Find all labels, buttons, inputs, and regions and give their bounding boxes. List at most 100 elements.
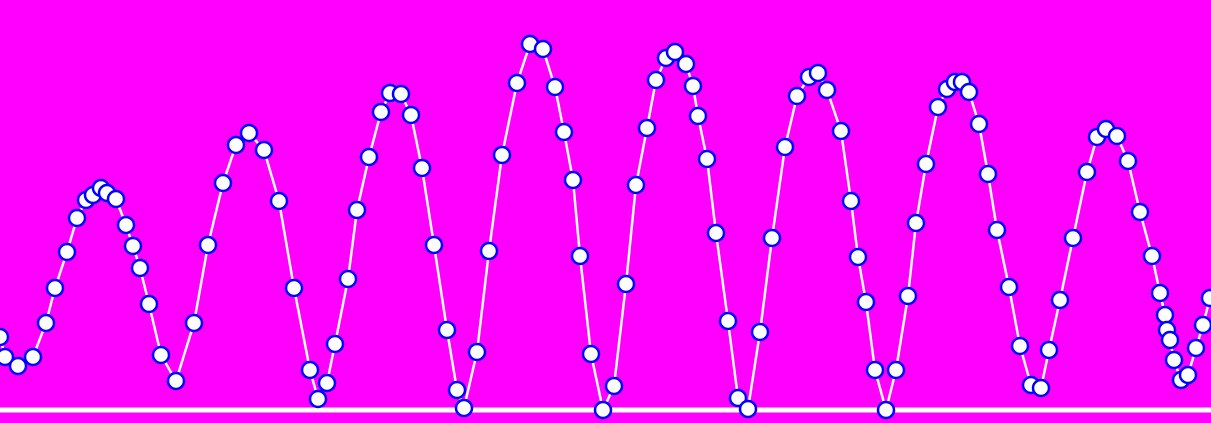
- point: [1186, 338, 1206, 358]
- point: [284, 278, 304, 298]
- point: [898, 286, 918, 306]
- point: [239, 123, 259, 143]
- point: [1164, 350, 1184, 370]
- point: [1077, 162, 1097, 182]
- point: [198, 235, 218, 255]
- point: [876, 400, 896, 420]
- point: [676, 54, 696, 74]
- point: [683, 76, 703, 96]
- point: [1160, 330, 1180, 350]
- point: [1010, 336, 1030, 356]
- point: [718, 311, 738, 331]
- point: [775, 137, 795, 157]
- point: [359, 147, 379, 167]
- point: [0, 347, 15, 367]
- point: [841, 191, 861, 211]
- point: [1142, 246, 1162, 266]
- point: [130, 258, 150, 278]
- point: [424, 235, 444, 255]
- point: [325, 334, 345, 354]
- point: [184, 313, 204, 333]
- point: [626, 175, 646, 195]
- point: [1155, 305, 1175, 325]
- point: [1193, 315, 1211, 335]
- point: [959, 82, 979, 102]
- point: [467, 342, 487, 362]
- point: [738, 399, 758, 419]
- point: [308, 389, 328, 409]
- point: [23, 347, 43, 367]
- point: [697, 149, 717, 169]
- point: [593, 400, 613, 420]
- point: [999, 277, 1019, 297]
- point: [1150, 283, 1170, 303]
- point: [604, 376, 624, 396]
- point: [166, 371, 186, 391]
- point: [507, 73, 527, 93]
- point: [1031, 378, 1051, 398]
- point: [978, 164, 998, 184]
- point: [492, 145, 512, 165]
- point: [533, 39, 553, 59]
- point: [570, 246, 590, 266]
- point: [254, 140, 274, 160]
- point: [412, 158, 432, 178]
- point: [347, 200, 367, 220]
- point: [1200, 288, 1211, 308]
- point: [1107, 126, 1127, 146]
- point: [401, 105, 421, 125]
- point: [479, 241, 499, 261]
- point: [45, 278, 65, 298]
- point: [916, 154, 936, 174]
- point: [665, 42, 685, 62]
- point: [750, 322, 770, 342]
- point: [447, 380, 467, 400]
- point: [36, 313, 56, 333]
- point: [545, 77, 565, 97]
- point: [123, 236, 143, 256]
- point: [67, 208, 87, 228]
- point: [706, 223, 726, 243]
- point: [338, 269, 358, 289]
- point: [317, 373, 337, 393]
- point: [817, 80, 837, 100]
- point: [928, 97, 948, 117]
- point: [116, 215, 136, 235]
- point: [787, 86, 807, 106]
- point: [106, 189, 126, 209]
- point: [269, 191, 289, 211]
- point: [646, 70, 666, 90]
- point: [987, 220, 1007, 240]
- point: [57, 242, 77, 262]
- point: [213, 173, 233, 193]
- point: [563, 170, 583, 190]
- point: [1063, 228, 1083, 248]
- point: [151, 345, 171, 365]
- point: [886, 360, 906, 380]
- point: [616, 274, 636, 294]
- point: [8, 356, 28, 376]
- point: [688, 106, 708, 126]
- point: [906, 213, 926, 233]
- point: [848, 247, 868, 267]
- point: [554, 122, 574, 142]
- point: [1118, 151, 1138, 171]
- point: [856, 292, 876, 312]
- point: [1039, 340, 1059, 360]
- point: [454, 398, 474, 418]
- point: [762, 228, 782, 248]
- point: [371, 102, 391, 122]
- point: [300, 360, 320, 380]
- point: [1050, 290, 1070, 310]
- point: [1178, 365, 1198, 385]
- point: [391, 84, 411, 104]
- point: [139, 294, 159, 314]
- point: [226, 135, 246, 155]
- point: [865, 360, 885, 380]
- point: [437, 320, 457, 340]
- point: [581, 344, 601, 364]
- point: [1130, 202, 1150, 222]
